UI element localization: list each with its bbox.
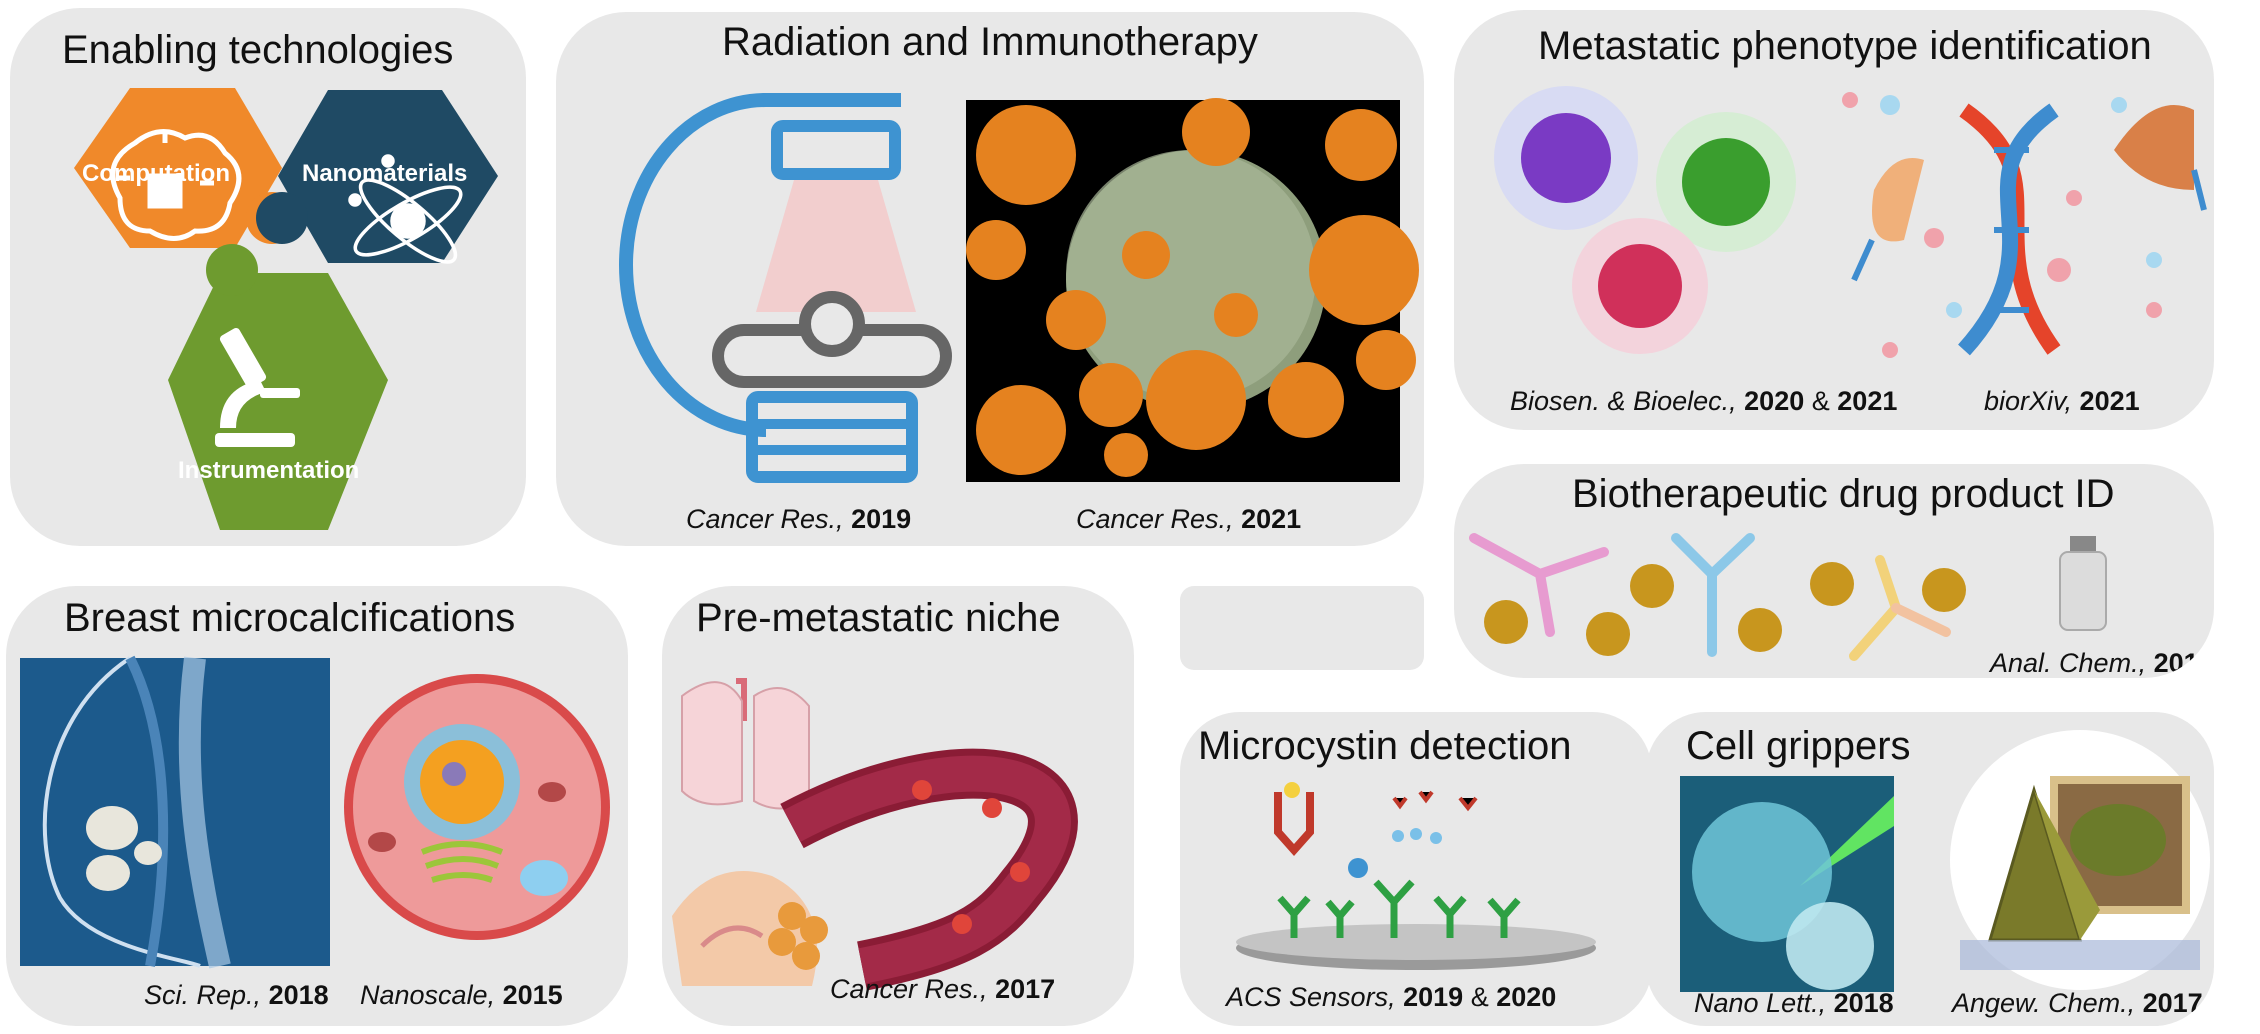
panel-title: Enabling technologies (62, 28, 454, 72)
panel-breast-microcalcifications: Breast microcalcifications Sci. Rep., 20… (6, 586, 628, 1026)
panel-microcystin-detection: Microcystin detection ACS Sensors, 2019 … (1180, 712, 1652, 1026)
dna-tweezer-icon (1842, 92, 2207, 358)
brain-icon (110, 129, 242, 241)
panel-title: Pre-metastatic niche (696, 596, 1061, 640)
caption-acs-sensors: ACS Sensors, 2019 & 2020 (1226, 982, 1557, 1012)
caption-biosen-bioelec: Biosen. & Bioelec., 2020 & 2021 (1510, 386, 1898, 416)
caption-cancer-res-2021: Cancer Res., 2021 (1076, 504, 1302, 534)
panel-title: Radiation and Immunotherapy (722, 20, 1258, 64)
panel-title: Metastatic phenotype identification (1538, 24, 2152, 68)
instrumentation-label: Instrumentation (178, 457, 359, 484)
panel-pre-metastatic-niche: Pre-metastatic niche Cancer Res., 2017 (662, 586, 1134, 1026)
premetastatic-illustration (672, 678, 1078, 991)
immune-cell-image (966, 98, 1419, 482)
panel-title: Microcystin detection (1198, 724, 1572, 768)
cell-diagram-image (344, 674, 610, 940)
caption-sci-rep: Sci. Rep., 2018 (144, 980, 329, 1010)
computation-label: Computation (82, 160, 230, 187)
mammogram-image (20, 655, 330, 969)
caption-biorxiv: biorXiv, 2021 (1984, 386, 2140, 416)
puzzle-hexagon-graphic: Computation Nanomaterials Instrumentatio… (74, 88, 498, 530)
antibody-nanoparticle-icon (1469, 533, 2107, 661)
caption-nanoscale: Nanoscale, 2015 (360, 980, 563, 1010)
panel-title: Breast microcalcifications (64, 596, 516, 640)
gripper-sphere-image (1680, 776, 1894, 992)
panel-title: Biotherapeutic drug product ID (1572, 472, 2115, 516)
panel-title: Cell grippers (1686, 724, 1911, 768)
panel-empty-placeholder (1180, 586, 1424, 670)
panel-radiation-immunotherapy: Radiation and Immunotherapy Cancer Res.,… (556, 12, 1424, 546)
caption-nano-lett: Nano Lett., 2018 (1694, 988, 1894, 1018)
radiation-scanner-icon (619, 93, 952, 483)
stained-cells-image (1494, 86, 1796, 354)
nanomaterials-label: Nanomaterials (302, 160, 467, 187)
microscope-icon (215, 327, 300, 447)
panel-cell-grippers: Cell grippers Nano Lett., 2018 Angew. Ch… (1646, 712, 2214, 1026)
panel-enabling-technologies: Enabling technologies (10, 8, 526, 546)
gripper-mirror-image (1950, 730, 2210, 990)
panel-biotherapeutic: Biotherapeutic drug product ID Anal. Che… (1454, 464, 2214, 678)
antibody-sensor-icon (1236, 782, 1596, 970)
caption-cancer-res-2019: Cancer Res., 2019 (686, 504, 912, 534)
caption-cancer-res-2017: Cancer Res., 2017 (830, 974, 1056, 1004)
caption-angew-chem: Angew. Chem., 2017 (1952, 988, 2203, 1018)
panel-metastatic-phenotype: Metastatic phenotype identification Bios… (1454, 10, 2214, 430)
instrumentation-piece (168, 273, 388, 530)
caption-anal-chem: Anal. Chem., 2018 (1990, 648, 2214, 678)
atom-icon (348, 154, 463, 264)
